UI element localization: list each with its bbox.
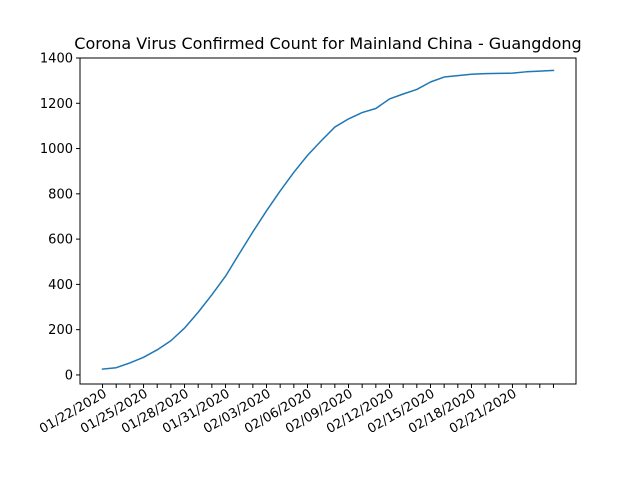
chart-title: Corona Virus Confirmed Count for Mainlan…: [74, 34, 581, 53]
y-tick-label: 800: [48, 187, 73, 202]
y-tick-label: 400: [48, 278, 73, 293]
y-tick-label: 1000: [40, 142, 73, 157]
y-axis: 0 200 400 600 800 1000 1200 1400: [40, 52, 80, 383]
y-tick-label: 0: [65, 368, 73, 383]
y-tick-label: 200: [48, 323, 73, 338]
series-line: [101, 69, 555, 370]
plot-area-frame: [79, 57, 577, 385]
x-axis: 01/22/202001/25/202001/28/202001/31/2020…: [37, 384, 554, 437]
y-tick-label: 1400: [40, 52, 73, 67]
y-tick-label: 1200: [40, 97, 73, 112]
y-tick-label: 600: [48, 233, 73, 248]
series-layer: [101, 69, 555, 370]
